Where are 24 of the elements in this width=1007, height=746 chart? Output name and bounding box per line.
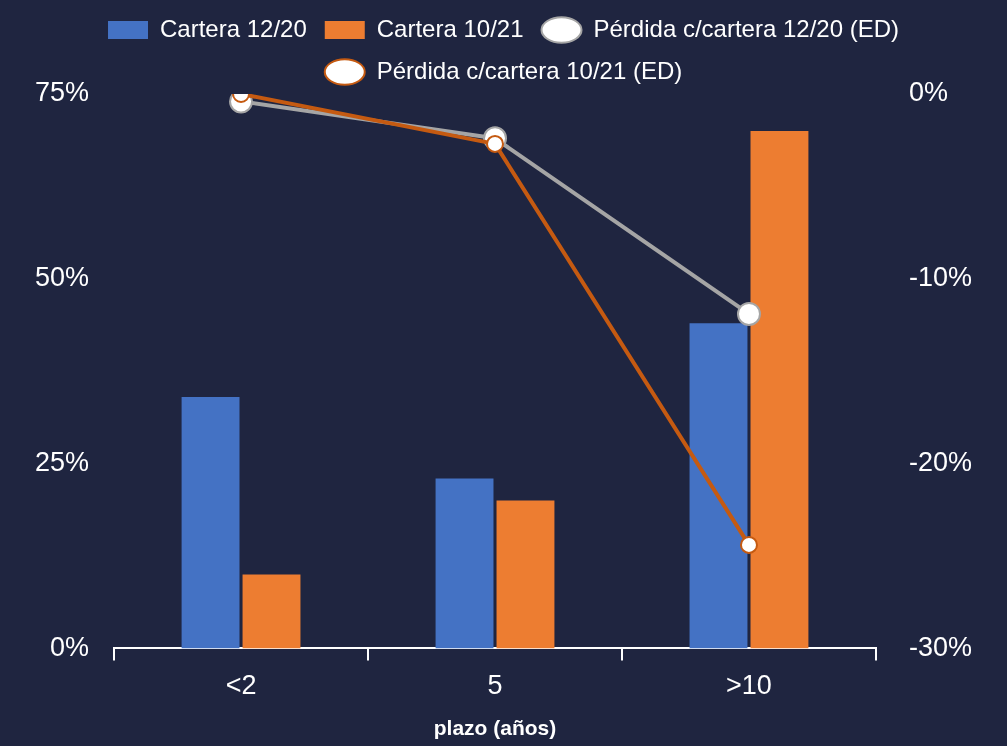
bar: [181, 397, 240, 649]
bar: [750, 130, 809, 649]
legend-label: Pérdida c/cartera 10/21 (ED): [376, 56, 683, 84]
x-tick-label: 5: [487, 670, 503, 701]
point: [736, 301, 761, 326]
y-tick-label: 50%: [34, 262, 90, 293]
x-tick-label: <2: [225, 670, 257, 701]
y2-tick-label: -20%: [908, 447, 972, 478]
y2-tick-label: -30%: [908, 631, 972, 662]
bar: [435, 478, 494, 649]
legend-label: Pérdida c/cartera 12/20 (ED): [593, 14, 899, 42]
legend-label: Cartera 12/20: [160, 14, 307, 42]
y2-tick-label: 0%: [908, 77, 948, 108]
x-tick-label: >10: [726, 670, 772, 701]
y-tick-label: 25%: [34, 447, 90, 478]
y-tick-label: 75%: [34, 77, 90, 108]
x-axis-title: plazo (años): [433, 716, 557, 740]
point: [739, 535, 758, 554]
bar: [496, 500, 555, 649]
y-tick-label: 0%: [50, 631, 90, 662]
y2-tick-label: -10%: [908, 262, 972, 293]
legend-label: Cartera 10/21: [376, 14, 524, 42]
bar: [242, 574, 301, 649]
bar: [689, 323, 748, 649]
